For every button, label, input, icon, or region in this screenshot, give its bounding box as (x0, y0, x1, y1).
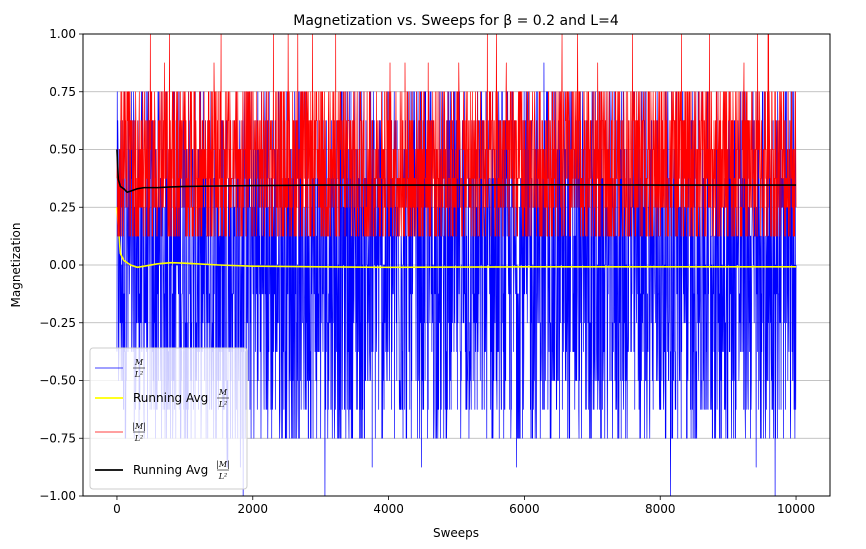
legend-numerator: M (134, 358, 144, 367)
x-axis: 0 2000 4000 6000 8000 10000 (113, 496, 815, 516)
chart-title: Magnetization vs. Sweeps for β = 0.2 and… (293, 13, 619, 29)
legend-numerator: |M| (216, 460, 230, 469)
y-tick-label: −0.50 (39, 374, 76, 388)
legend-label: Running Avg (133, 391, 208, 405)
series-line-m-l (116, 34, 797, 237)
x-tick-label: 4000 (373, 502, 404, 516)
y-tick-label: 0.75 (49, 85, 76, 99)
y-tick-label: −0.75 (39, 431, 76, 445)
legend-denominator: L² (218, 472, 228, 481)
y-axis-label: Magnetization (9, 223, 23, 308)
x-tick-label: 6000 (509, 502, 540, 516)
legend: M L² Running Avg M L² |M| L² Running Avg |M| L² (89, 347, 248, 490)
x-tick-label: 0 (113, 502, 121, 516)
legend-label: Running Avg (133, 463, 208, 477)
y-tick-label: 0.00 (49, 258, 76, 272)
y-tick-label: −1.00 (39, 489, 76, 503)
x-tick-label: 10000 (777, 502, 815, 516)
series-line-running-avg-m-l (116, 149, 797, 194)
legend-denominator: L² (134, 434, 144, 443)
legend-numerator: |M| (132, 422, 146, 431)
legend-numerator: M (218, 388, 228, 397)
y-tick-label: 0.50 (49, 143, 76, 157)
y-tick-label: 1.00 (49, 27, 76, 41)
legend-denominator: L² (134, 370, 144, 379)
legend-box (89, 347, 248, 490)
y-tick-label: 0.25 (49, 200, 76, 214)
series-line-running-avg-m-l (116, 207, 797, 269)
legend-denominator: L² (218, 400, 228, 409)
x-tick-label: 2000 (237, 502, 268, 516)
y-axis: −1.00 −0.75 −0.50 −0.25 0.00 0.25 0.50 0.75 1.00 (39, 27, 83, 503)
y-tick-label: −0.25 (39, 316, 76, 330)
x-axis-label: Sweeps (433, 526, 479, 540)
x-tick-label: 8000 (645, 502, 676, 516)
